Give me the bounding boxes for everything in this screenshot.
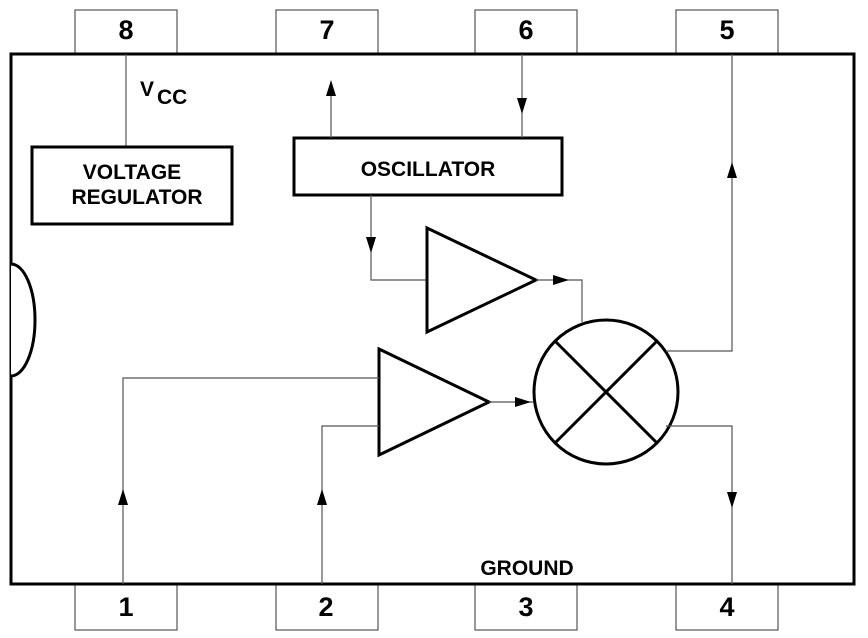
pin-2-number: 2 [318,592,333,622]
pin-1-number: 1 [118,592,133,622]
pin-5-number: 5 [719,15,734,45]
wire-pin2-lower-amp [321,425,379,584]
ground-label: GROUND [480,557,573,580]
upper-amplifier [425,225,540,335]
arrow-right-icon [515,397,531,407]
pin-7: 7 [275,9,379,55]
mixer-icon [532,318,680,466]
pin-5: 5 [675,9,779,55]
wire-oscillator-amp [370,195,427,281]
voltage-regulator-block: VOLTAGE REGULATOR [30,145,234,226]
oscillator-label: OSCILLATOR [361,158,496,181]
vcc-label: V CC [140,78,187,109]
arrow-down-icon [727,492,737,508]
pin-6-number: 6 [518,15,533,45]
wire-mixer-pin4 [666,425,733,584]
wire-pin1-lower-amp [122,377,379,584]
arrow-down-icon [517,98,527,114]
arrow-down-icon [366,237,376,253]
pin-8-number: 8 [118,15,133,45]
pin-7-number: 7 [319,15,334,45]
pin-2: 2 [275,583,379,631]
pin-4: 4 [675,583,779,631]
regulator-label-line1: VOLTAGE [83,161,181,184]
arrow-up-icon [727,162,737,178]
lower-amplifier [377,346,493,458]
arrow-up-icon [317,489,327,505]
arrow-up-icon [118,489,128,505]
pin-1: 1 [74,583,178,631]
pin-3: 3 [474,583,578,631]
arrow-up-icon [326,80,336,96]
pin-3-number: 3 [518,592,533,622]
wire-upper-amp-mixer [536,279,583,322]
regulator-label-line2: REGULATOR [71,186,202,209]
wire-mixer-pin5 [666,54,733,352]
vcc-label-main: V [140,78,154,101]
oscillator-block: OSCILLATOR [292,136,564,197]
pin-8: 8 [74,9,178,55]
arrow-right-icon [553,275,569,285]
vcc-label-subscript: CC [157,86,187,109]
pin-6: 6 [474,9,578,55]
orientation-notch [10,262,37,378]
pin-4-number: 4 [719,592,734,622]
